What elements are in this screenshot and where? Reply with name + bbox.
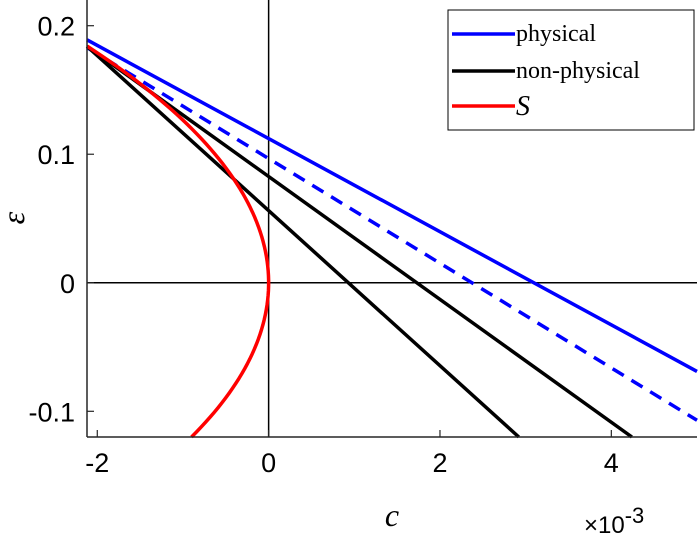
series-line-physical-0 — [86, 38, 698, 373]
x-tick-label: 2 — [432, 448, 447, 478]
axes — [86, 0, 697, 438]
legend-label-s: S — [516, 91, 530, 122]
x-multiplier-exponent: -3 — [625, 503, 645, 528]
reference-lines — [87, 0, 697, 437]
y-tick-label: 0.2 — [37, 12, 75, 42]
legend: physical non-physical S — [447, 9, 695, 131]
y-tick-label: 0 — [60, 269, 75, 299]
x-ticks: -2 0 2 4 — [85, 430, 619, 478]
x-tick-label: 4 — [604, 448, 619, 478]
series-line-physical-dashed — [86, 46, 698, 422]
y-tick-label: -0.1 — [28, 397, 75, 427]
series-line-S-4 — [86, 44, 271, 439]
series-line-non-physical-3 — [85, 44, 520, 439]
x-multiplier-base: ×10 — [584, 512, 625, 539]
x-axis-label: c — [385, 497, 399, 533]
y-axis-label: ε — [0, 211, 31, 224]
y-ticks: -0.1 0 0.1 0.2 — [28, 12, 94, 427]
x-multiplier: ×10-3 — [584, 503, 644, 539]
legend-label-physical: physical — [516, 21, 596, 47]
series-layer — [85, 38, 698, 439]
legend-label-non-physical: non-physical — [516, 58, 640, 84]
x-tick-label: 0 — [261, 448, 276, 478]
x-tick-label: -2 — [85, 448, 109, 478]
series-line-non-physical-2 — [85, 44, 633, 439]
y-tick-label: 0.1 — [37, 140, 75, 170]
